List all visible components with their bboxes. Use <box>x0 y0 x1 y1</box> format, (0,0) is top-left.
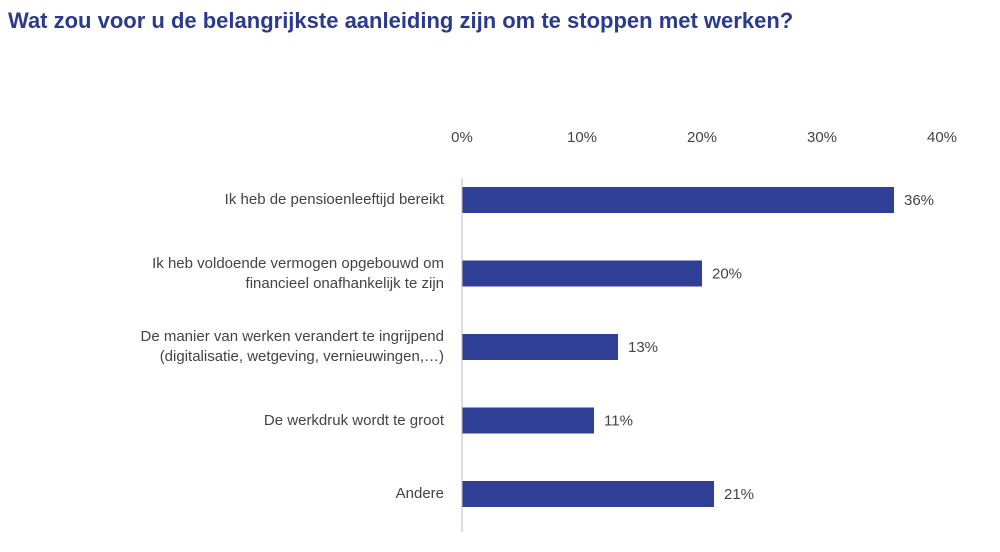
bar <box>462 481 714 507</box>
bar <box>462 187 894 213</box>
value-label: 11% <box>604 412 633 429</box>
x-tick-label: 10% <box>567 129 597 146</box>
category-label: De manier van werken verandert te ingrij… <box>140 328 445 365</box>
bar <box>462 260 702 287</box>
category-label: Andere <box>395 485 444 502</box>
bar <box>462 407 594 434</box>
value-label: 20% <box>712 265 742 282</box>
value-label: 36% <box>904 192 934 209</box>
chart-title: Wat zou voor u de belangrijkste aanleidi… <box>8 8 794 33</box>
x-tick-label: 40% <box>927 129 957 146</box>
x-tick-label: 20% <box>687 129 717 146</box>
category-label: De werkdruk wordt te groot <box>263 411 444 429</box>
value-label: 13% <box>628 339 658 356</box>
category-label: Ik heb de pensioenleeftijd bereikt <box>224 191 444 208</box>
value-label: 21% <box>724 486 754 503</box>
category-label: Ik heb voldoende vermogen opgebouwd om f… <box>152 254 444 292</box>
x-tick-label: 0% <box>451 129 473 146</box>
bar <box>462 334 618 360</box>
x-tick-label: 30% <box>807 129 837 146</box>
